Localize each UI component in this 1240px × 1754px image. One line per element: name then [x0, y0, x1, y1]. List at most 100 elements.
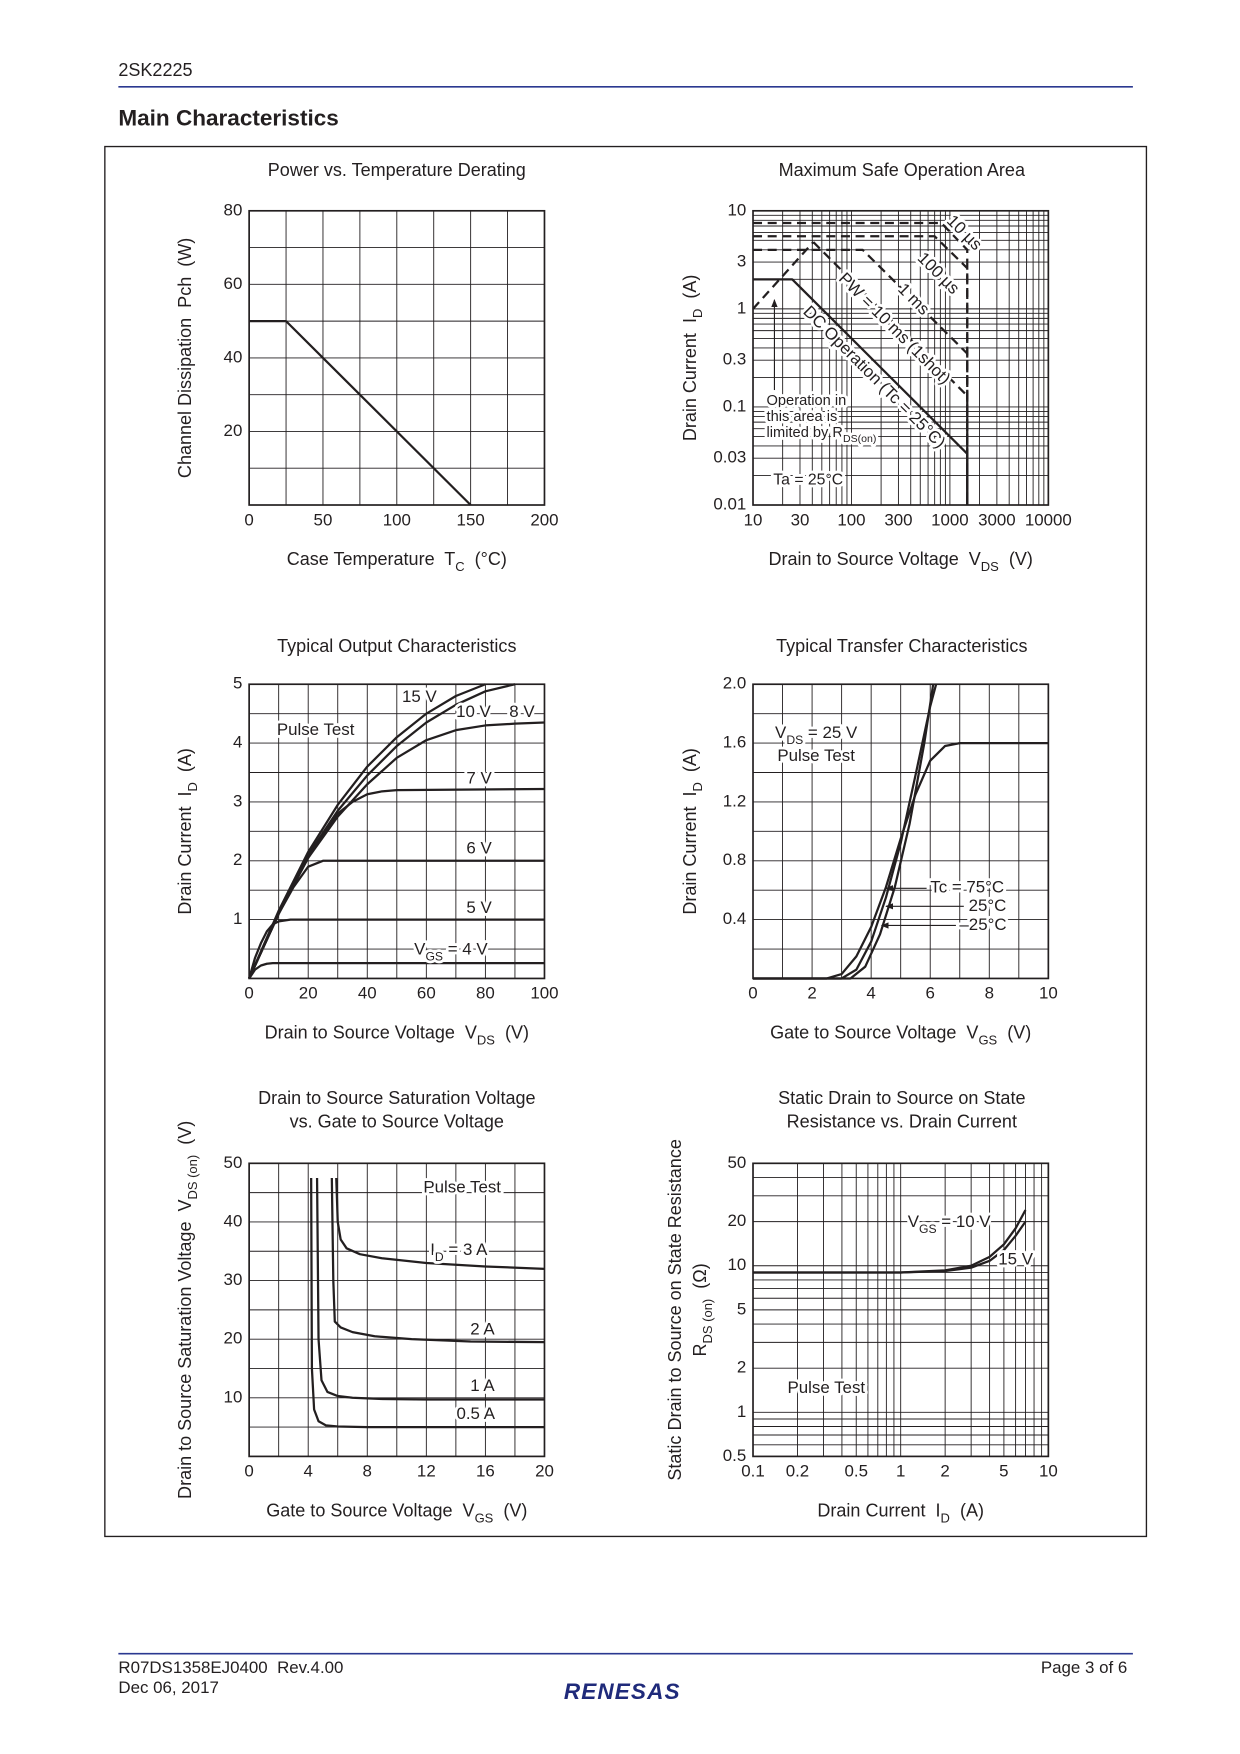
- y-tick-label: 0.3: [723, 350, 746, 369]
- x-tick-label: 60: [417, 984, 436, 1003]
- y-tick-label: 3: [233, 791, 242, 810]
- plot-frame: [752, 1162, 1050, 1458]
- y-tick-label: 10: [727, 200, 746, 219]
- x-axis-label: Drain to Source Voltage VDS (V): [265, 1022, 529, 1047]
- chart-title: Resistance vs. Drain Current: [787, 1112, 1017, 1132]
- annotation: limited by RDS(on): [767, 425, 877, 445]
- x-tick-label: 30: [791, 510, 810, 529]
- x-tick-label: 4: [866, 984, 875, 1003]
- annotation: Pulse Test: [787, 1378, 865, 1397]
- doc-date: Dec 06, 2017: [118, 1678, 218, 1697]
- x-tick-label: 0.2: [786, 1462, 809, 1481]
- x-tick-label: 0: [748, 984, 757, 1003]
- y-tick-label: 20: [224, 421, 243, 440]
- x-tick-label: 6: [926, 984, 935, 1003]
- x-axis-label-part: Case Temperature T: [287, 549, 456, 569]
- x-axis-label-part: DS: [981, 559, 999, 574]
- y-tick-label: 20: [727, 1211, 746, 1230]
- y-axis-label-part: (A): [680, 748, 700, 782]
- annotation: VDS = 25 V: [775, 723, 858, 747]
- x-axis-label-part: (°C): [465, 549, 507, 569]
- series-label-part: GS: [919, 1222, 937, 1236]
- series-label: 15 V: [402, 687, 437, 706]
- series-label-part: V: [414, 940, 426, 959]
- y-axis-label-part: Drain Current I: [680, 791, 700, 914]
- x-tick-label: 16: [476, 1462, 495, 1481]
- x-tick-label: 40: [358, 984, 377, 1003]
- annotation-part: V: [775, 723, 787, 742]
- series-label: 15 V: [998, 1250, 1033, 1269]
- x-tick-label: 10000: [1025, 510, 1072, 529]
- y-axis-label-part: DS (on): [700, 1299, 715, 1344]
- annotation: Pulse Test: [777, 746, 855, 765]
- y-tick-label: 10: [224, 1387, 243, 1406]
- plot-frame: [248, 1162, 546, 1458]
- x-tick-label: 100: [530, 984, 558, 1003]
- y-tick-label: 0.01: [713, 494, 746, 513]
- y-tick-label: 1.2: [723, 791, 746, 810]
- y-axis-label-part: DS (on): [185, 1155, 200, 1200]
- series-label-part: GS: [425, 949, 443, 963]
- x-tick-label: 100: [383, 510, 411, 529]
- annotation: Operation in: [767, 393, 847, 409]
- y-tick-label: 0.5: [723, 1446, 746, 1465]
- x-axis-label-part: Drain Current I: [817, 1500, 940, 1520]
- series-line: [249, 320, 472, 506]
- x-axis-label-part: Gate to Source Voltage V: [266, 1500, 474, 1520]
- x-tick-label: 200: [530, 510, 558, 529]
- chart-title: Typical Transfer Characteristics: [776, 636, 1027, 656]
- series-label-part: = 3 A: [444, 1241, 488, 1260]
- x-axis-label-part: Gate to Source Voltage V: [770, 1022, 978, 1042]
- x-axis-label-part: C: [455, 559, 464, 574]
- x-axis-label-part: GS: [978, 1033, 997, 1048]
- y-tick-label: 0.03: [713, 448, 746, 467]
- series-line: [248, 683, 516, 979]
- y-tick-label: 1: [737, 298, 746, 317]
- series-label: –25°C: [959, 915, 1006, 934]
- x-tick-label: 3000: [978, 510, 1016, 529]
- series-label: 5 V: [466, 898, 492, 917]
- series-line: [315, 1177, 545, 1401]
- y-tick-label: 80: [224, 200, 243, 219]
- series-label: 0.5 A: [456, 1404, 495, 1423]
- x-axis-label: Drain to Source Voltage VDS (V): [768, 549, 1032, 574]
- x-tick-label: 10: [744, 510, 763, 529]
- x-tick-label: 2: [940, 1462, 949, 1481]
- y-axis-label: Static Drain to Source on State Resistan…: [665, 1139, 685, 1480]
- series-line: [248, 683, 486, 979]
- logo: RENESAS: [564, 1679, 681, 1704]
- x-axis-label-part: GS: [475, 1511, 494, 1526]
- y-tick-label: 10: [727, 1255, 746, 1274]
- x-axis-label: Gate to Source Voltage VGS (V): [266, 1500, 527, 1525]
- y-axis-label-part: (A): [175, 748, 195, 782]
- y-axis-label-part: (A): [680, 275, 700, 309]
- series-label: 10 V: [456, 702, 491, 721]
- y-tick-label: 1: [737, 1402, 746, 1421]
- x-axis-label: Gate to Source Voltage VGS (V): [770, 1022, 1031, 1047]
- x-tick-label: 0: [244, 1462, 253, 1481]
- plot-frame: [752, 209, 1050, 506]
- y-axis-label: Drain to Source Saturation Voltage VDS (…: [175, 1121, 200, 1499]
- x-axis-label-part: Drain to Source Voltage V: [265, 1022, 477, 1042]
- y-tick-label: 5: [737, 1299, 746, 1318]
- page-number: Page 3 of 6: [1041, 1658, 1127, 1677]
- y-tick-label: 30: [224, 1270, 243, 1289]
- series-label-part: I: [430, 1241, 435, 1260]
- series-line: [753, 1220, 1027, 1274]
- x-axis-label: Case Temperature TC (°C): [287, 549, 507, 574]
- x-axis-label-part: Drain to Source Voltage V: [768, 549, 980, 569]
- series-label-part: = 4 V: [443, 940, 488, 959]
- y-axis-label: Drain Current ID (A): [175, 748, 200, 915]
- y-tick-label: 0.8: [723, 850, 746, 869]
- x-tick-label: 2: [807, 984, 816, 1003]
- x-tick-label: 100: [837, 510, 865, 529]
- y-tick-label: 4: [233, 733, 242, 752]
- y-tick-label: 50: [727, 1153, 746, 1172]
- x-axis-label-part: (V): [997, 1022, 1031, 1042]
- y-tick-label: 2: [233, 850, 242, 869]
- series-label: ID = 3 A: [430, 1241, 488, 1265]
- y-tick-label: 2.0: [723, 674, 746, 693]
- x-tick-label: 4: [303, 1462, 312, 1481]
